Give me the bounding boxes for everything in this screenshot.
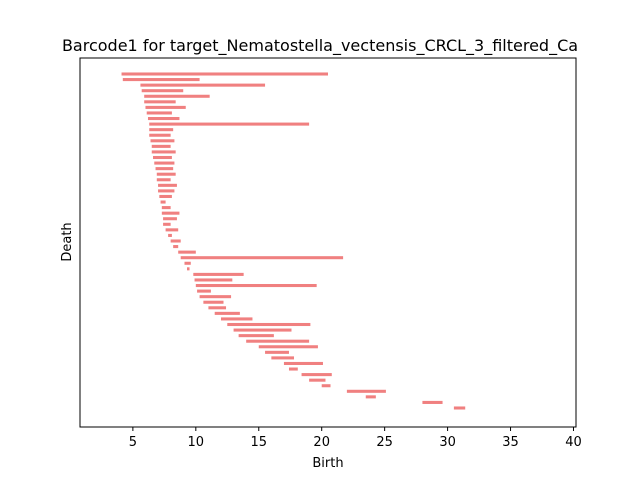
barcode-interval xyxy=(283,361,323,365)
barcode-interval xyxy=(141,89,184,93)
barcode-interval xyxy=(140,83,266,87)
barcode-interval xyxy=(258,345,318,349)
barcode-interval xyxy=(160,200,166,204)
barcode-interval xyxy=(246,339,310,343)
barcode-interval xyxy=(155,167,174,171)
barcode-interval xyxy=(156,178,171,182)
barcode-interval xyxy=(271,356,295,360)
barcode-interval xyxy=(453,406,466,410)
barcode-interval xyxy=(197,289,211,293)
barcode-interval xyxy=(199,295,232,299)
x-tick-label: 10 xyxy=(188,435,205,450)
barcode-interval xyxy=(309,378,326,382)
barcode-interval xyxy=(233,328,292,332)
barcode-interval xyxy=(149,128,174,132)
barcode-interval xyxy=(193,272,244,276)
y-axis-label: Death xyxy=(60,222,75,261)
barcode-interval xyxy=(165,228,179,232)
barcode-interval xyxy=(144,100,176,104)
barcode-interval xyxy=(214,311,240,315)
barcode-interval xyxy=(194,278,233,282)
barcode-interval xyxy=(238,334,274,338)
x-tick-label: 35 xyxy=(502,435,519,450)
barcode-interval xyxy=(145,105,186,109)
barcode-interval xyxy=(168,233,172,237)
barcode-interval xyxy=(163,222,171,226)
barcode-interval xyxy=(151,144,171,148)
barcode-interval xyxy=(147,117,180,121)
plot-frame xyxy=(79,57,577,428)
barcode-interval xyxy=(203,300,224,304)
barcode-interval xyxy=(158,189,175,193)
barcode-interval xyxy=(154,161,175,165)
x-tick-label: 30 xyxy=(439,435,456,450)
barcode-interval xyxy=(178,250,196,254)
barcode-interval xyxy=(301,373,332,377)
barcode-interval xyxy=(365,395,376,399)
barcode-interval xyxy=(208,306,227,310)
barcode-interval xyxy=(156,172,176,176)
barcode-bars xyxy=(121,72,466,410)
barcode-interval xyxy=(346,389,386,393)
barcode-interval xyxy=(121,72,328,76)
x-tick-label: 25 xyxy=(376,435,393,450)
barcode-interval xyxy=(220,317,253,321)
x-tick-label: 20 xyxy=(313,435,330,450)
barcode-interval xyxy=(184,261,191,265)
barcode-interval xyxy=(122,78,200,82)
barcode-interval xyxy=(161,206,171,210)
barcode-interval xyxy=(150,139,175,143)
barcode-interval xyxy=(163,217,177,221)
barcode-interval xyxy=(321,384,331,388)
barcode-interval xyxy=(161,211,180,215)
barcode-interval xyxy=(187,267,190,271)
barcode-interval xyxy=(422,400,443,404)
x-tick-label: 40 xyxy=(565,435,582,450)
barcode-interval xyxy=(146,111,172,115)
barcode-interval xyxy=(159,194,172,198)
barcode-interval xyxy=(173,245,179,249)
barcode-interval xyxy=(170,239,181,243)
x-axis-label: Birth xyxy=(312,456,343,471)
barcode-interval xyxy=(180,256,344,260)
barcode-interval xyxy=(195,284,317,288)
barcode-interval xyxy=(158,183,177,187)
barcode-interval xyxy=(288,367,298,371)
barcode-interval xyxy=(144,94,210,98)
chart-title: Barcode1 for target_Nematostella_vectens… xyxy=(62,36,578,56)
x-tick-label: 5 xyxy=(129,435,137,450)
barcode-interval xyxy=(153,155,172,160)
barcode-interval xyxy=(149,133,171,137)
barcode-interval xyxy=(151,150,176,154)
x-axis-ticks: 5 10 15 20 25 30 35 40 xyxy=(129,427,582,450)
barcode-interval xyxy=(149,122,310,126)
x-tick-label: 15 xyxy=(250,435,267,450)
barcode-interval xyxy=(227,322,311,327)
barcode-interval xyxy=(265,350,289,354)
